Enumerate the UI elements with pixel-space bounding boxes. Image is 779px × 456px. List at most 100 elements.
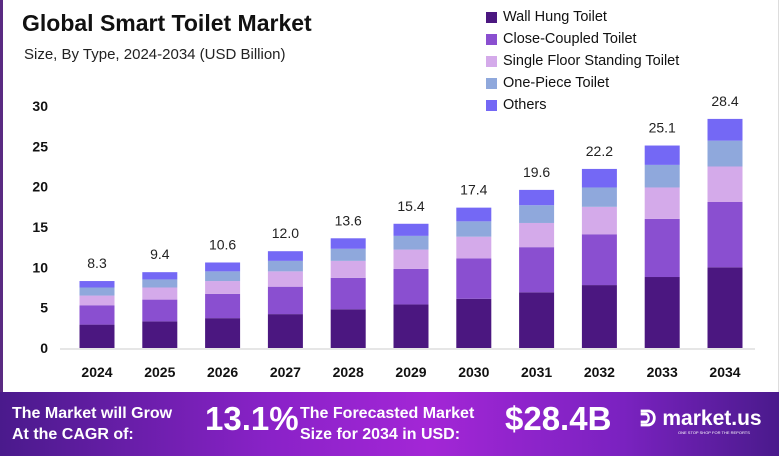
bar-segment-close-coupled-toilet (519, 247, 555, 293)
bar-segment-one-piece-toilet (581, 187, 617, 207)
bar-segment-close-coupled-toilet (393, 268, 429, 305)
bar-segment-wall-hung-toilet (456, 298, 492, 348)
total-label: 25.1 (649, 120, 676, 136)
bar-segment-one-piece-toilet (142, 279, 178, 288)
x-tick-label: 2034 (709, 364, 740, 380)
bar-segment-close-coupled-toilet (142, 299, 178, 322)
x-tick-label: 2030 (458, 364, 489, 380)
y-tick-label: 10 (32, 259, 48, 275)
bar-segment-one-piece-toilet (644, 164, 680, 188)
bar-segment-single-floor-standing-toilet (267, 271, 303, 287)
bar-segment-others (581, 168, 617, 188)
legend: Wall Hung Toilet Close-Coupled Toilet Si… (486, 6, 679, 116)
bar-segment-others (707, 118, 743, 141)
bar-segment-wall-hung-toilet (644, 277, 680, 348)
bar-segment-wall-hung-toilet (79, 324, 115, 348)
total-label: 19.6 (523, 164, 550, 180)
y-tick-label: 15 (32, 219, 48, 235)
legend-swatch (486, 11, 497, 23)
total-label: 10.6 (209, 236, 236, 252)
legend-swatch (486, 55, 497, 67)
bar-segment-others (644, 145, 680, 165)
cagr-label: The Market will Grow At the CAGR of: (12, 405, 173, 443)
chart-plot: 0510152025308.320249.4202510.6202612.020… (32, 93, 755, 380)
bar-segment-others (519, 189, 555, 206)
bar-segment-wall-hung-toilet (142, 321, 178, 348)
cagr-value: 13.1% (205, 400, 299, 437)
y-tick-label: 0 (40, 340, 48, 356)
logo-icon: ᕲ (640, 406, 657, 431)
y-tick-label: 20 (32, 179, 48, 195)
bar-segment-close-coupled-toilet (205, 293, 241, 319)
x-tick-label: 2024 (81, 364, 112, 380)
x-tick-label: 2025 (144, 364, 175, 380)
x-tick-label: 2029 (395, 364, 426, 380)
bar-segment-wall-hung-toilet (330, 309, 366, 348)
legend-item: Others (486, 94, 679, 116)
bar-segment-others (456, 207, 492, 222)
x-tick-label: 2027 (270, 364, 301, 380)
chart-subtitle: Size, By Type, 2024-2034 (USD Billion) (24, 46, 286, 63)
y-tick-label: 5 (40, 300, 48, 316)
total-label: 15.4 (397, 198, 424, 214)
legend-item: Wall Hung Toilet (486, 6, 679, 28)
footer-banner: The Market will Grow At the CAGR of: 13.1… (0, 392, 779, 456)
x-tick-label: 2028 (333, 364, 364, 380)
legend-swatch (486, 77, 497, 89)
brand-logo: ᕲ market.us ONE STOP SHOP FOR THE REPORT… (640, 406, 762, 435)
bar-segment-one-piece-toilet (267, 260, 303, 272)
bar-segment-wall-hung-toilet (393, 304, 429, 348)
bar-segment-close-coupled-toilet (456, 258, 492, 299)
total-label: 13.6 (335, 212, 362, 228)
bar-segment-close-coupled-toilet (644, 218, 680, 278)
legend-item: Close-Coupled Toilet (486, 28, 679, 50)
bar-segment-one-piece-toilet (707, 140, 743, 167)
legend-item: One-Piece Toilet (486, 72, 679, 94)
bar-segment-single-floor-standing-toilet (707, 166, 743, 202)
bar-segment-single-floor-standing-toilet (581, 206, 617, 235)
bar-segment-wall-hung-toilet (267, 314, 303, 348)
bar-segment-single-floor-standing-toilet (644, 187, 680, 219)
x-tick-label: 2026 (207, 364, 238, 380)
bar-segment-single-floor-standing-toilet (79, 295, 115, 306)
bar-segment-close-coupled-toilet (707, 201, 743, 268)
bar-segment-one-piece-toilet (330, 248, 366, 261)
bar-segment-wall-hung-toilet (581, 285, 617, 348)
y-tick-label: 25 (32, 138, 48, 154)
total-label: 22.2 (586, 143, 613, 159)
bar-segment-wall-hung-toilet (707, 267, 743, 348)
bar-segment-close-coupled-toilet (581, 234, 617, 286)
x-tick-label: 2033 (647, 364, 678, 380)
total-label: 12.0 (272, 225, 299, 241)
bar-segment-single-floor-standing-toilet (519, 222, 555, 248)
forecast-label: The Forecasted Market Size for 2034 in US… (300, 405, 475, 443)
x-tick-label: 2031 (521, 364, 552, 380)
bar-segment-single-floor-standing-toilet (142, 287, 178, 300)
x-tick-label: 2032 (584, 364, 615, 380)
bar-segment-one-piece-toilet (456, 221, 492, 237)
bar-segment-close-coupled-toilet (267, 286, 303, 315)
bar-segment-single-floor-standing-toilet (330, 260, 366, 278)
bar-segment-others (267, 251, 303, 261)
bar-segment-others (205, 262, 241, 272)
bar-segment-one-piece-toilet (79, 287, 115, 296)
bar-segment-others (79, 281, 115, 288)
total-label: 8.3 (87, 255, 107, 271)
y-tick-label: 30 (32, 98, 48, 114)
forecast-value: $28.4B (505, 400, 612, 437)
bar-segment-one-piece-toilet (519, 205, 555, 223)
bar-segment-single-floor-standing-toilet (205, 281, 241, 294)
total-label: 17.4 (460, 182, 487, 198)
legend-item: Single Floor Standing Toilet (486, 50, 679, 72)
bar-segment-single-floor-standing-toilet (393, 249, 429, 269)
bar-segment-one-piece-toilet (393, 235, 429, 250)
legend-swatch (486, 99, 497, 111)
legend-swatch (486, 33, 497, 45)
bar-segment-close-coupled-toilet (330, 277, 366, 310)
bar-segment-others (142, 272, 178, 280)
total-label: 28.4 (711, 93, 738, 109)
bar-segment-close-coupled-toilet (79, 305, 115, 325)
bar-segment-wall-hung-toilet (519, 292, 555, 348)
bar-segment-one-piece-toilet (205, 271, 241, 282)
bar-segment-others (330, 238, 366, 249)
